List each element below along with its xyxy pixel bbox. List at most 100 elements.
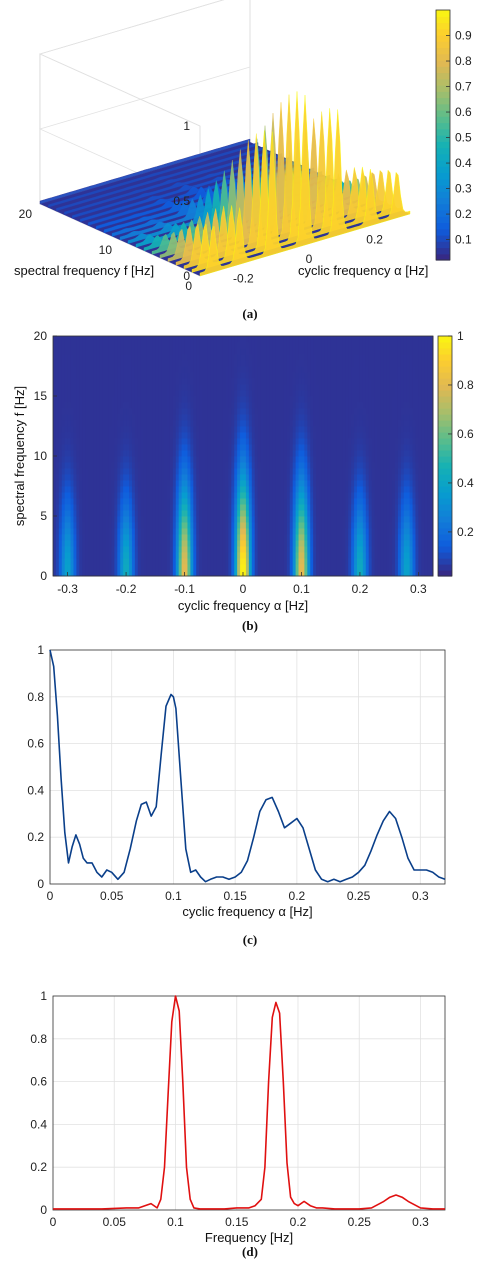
heatmap-cell [286, 444, 291, 451]
heatmap-cell [321, 540, 326, 547]
heatmap-cell [202, 474, 206, 481]
heatmap-cell [321, 396, 326, 403]
heatmap-cell [260, 528, 264, 535]
heatmap-cell [254, 390, 259, 397]
heatmap-cell [316, 534, 320, 541]
heatmap-cell [397, 438, 402, 445]
heatmap-cell [421, 528, 425, 535]
heatmap-cell [205, 420, 209, 427]
heatmap-cell [55, 462, 60, 469]
heatmap-cell [172, 564, 177, 571]
heatmap-cell [88, 522, 92, 529]
heatmap-cell [123, 408, 127, 415]
heatmap-cell [137, 444, 142, 451]
heatmap-cell [231, 570, 235, 577]
heatmap-cell [207, 462, 212, 469]
heatmap-cell [298, 432, 302, 439]
heatmap-cell [421, 516, 425, 523]
heatmap-cell [345, 552, 349, 559]
heatmap-cell [167, 486, 171, 493]
heatmap-cell [140, 534, 145, 541]
heatmap-cell [371, 546, 376, 553]
heatmap-cell [415, 408, 419, 415]
heatmap-cell [178, 558, 183, 565]
heatmap-cell [149, 534, 153, 541]
heatmap-cell [286, 534, 291, 541]
heatmap-cell [140, 438, 145, 445]
heatmap-cell [175, 492, 180, 499]
heatmap-cell [392, 390, 396, 397]
heatmap-cell [137, 564, 142, 571]
heatmap-cell [266, 456, 270, 463]
heatmap-cell [120, 570, 124, 577]
z-tick-label: 0.5 [173, 194, 190, 208]
heatmap-cell [219, 516, 224, 523]
heatmap-cell [430, 546, 434, 553]
heatmap-cell [172, 468, 177, 475]
heatmap-cell [316, 570, 320, 577]
heatmap-cell [64, 396, 69, 403]
heatmap-cell [313, 462, 317, 469]
heatmap-cell [430, 564, 434, 571]
heatmap-cell [134, 528, 139, 535]
heatmap-cell [172, 372, 177, 379]
heatmap-cell [207, 510, 212, 517]
heatmap-cell [228, 540, 232, 547]
heatmap-cell [365, 480, 370, 487]
heatmap-cell [202, 498, 206, 505]
heatmap-cell [67, 564, 72, 571]
heatmap-cell [96, 540, 101, 547]
heatmap-cell [362, 378, 367, 385]
heatmap-cell [193, 432, 197, 439]
heatmap-cell [359, 570, 364, 577]
heatmap-cell [286, 468, 291, 475]
heatmap-cell [395, 444, 399, 451]
heatmap-cell [281, 360, 285, 367]
heatmap-cell [412, 444, 416, 451]
heatmap-cell [102, 546, 107, 553]
heatmap-cell [424, 492, 428, 499]
heatmap-cell [123, 396, 127, 403]
heatmap-cell [55, 456, 60, 463]
heatmap-cell [96, 432, 101, 439]
heatmap-cell [134, 384, 139, 391]
heatmap-cell [111, 492, 115, 499]
heatmap-cell [324, 528, 329, 535]
heatmap-cell [178, 516, 183, 523]
heatmap-cell [111, 474, 115, 481]
heatmap-cell [91, 378, 95, 385]
heatmap-cell [210, 426, 215, 433]
heatmap-cell [281, 372, 285, 379]
heatmap-cell [237, 360, 241, 367]
heatmap-cell [245, 402, 250, 409]
heatmap-cell [137, 486, 142, 493]
heatmap-cell [298, 402, 302, 409]
heatmap-cell [207, 444, 212, 451]
surface-slice [39, 138, 251, 205]
heatmap-cell [102, 570, 107, 577]
heatmap-cell [184, 402, 188, 409]
heatmap-cell [362, 468, 367, 475]
heatmap-cell [85, 444, 89, 451]
heatmap-cell [365, 438, 370, 445]
heatmap-cell [184, 348, 188, 355]
heatmap-cell [342, 402, 346, 409]
heatmap-cell [377, 558, 381, 565]
heatmap-cell [266, 444, 270, 451]
heatmap-cell [169, 408, 174, 415]
heatmap-cell [365, 534, 370, 541]
heatmap-cell [114, 528, 118, 535]
heatmap-cell [304, 354, 308, 361]
heatmap-cell [76, 414, 80, 421]
heatmap-cell [205, 396, 209, 403]
heatmap-cell [158, 570, 162, 577]
heatmap-cell [275, 396, 279, 403]
heatmap-cell [278, 354, 282, 361]
heatmap-cell [93, 372, 98, 379]
heatmap-cell [345, 354, 349, 361]
heatmap-cell [243, 426, 247, 433]
heatmap-cell [397, 408, 402, 415]
heatmap-cell [158, 414, 162, 421]
heatmap-cell [427, 420, 431, 427]
heatmap-cell [213, 384, 218, 391]
